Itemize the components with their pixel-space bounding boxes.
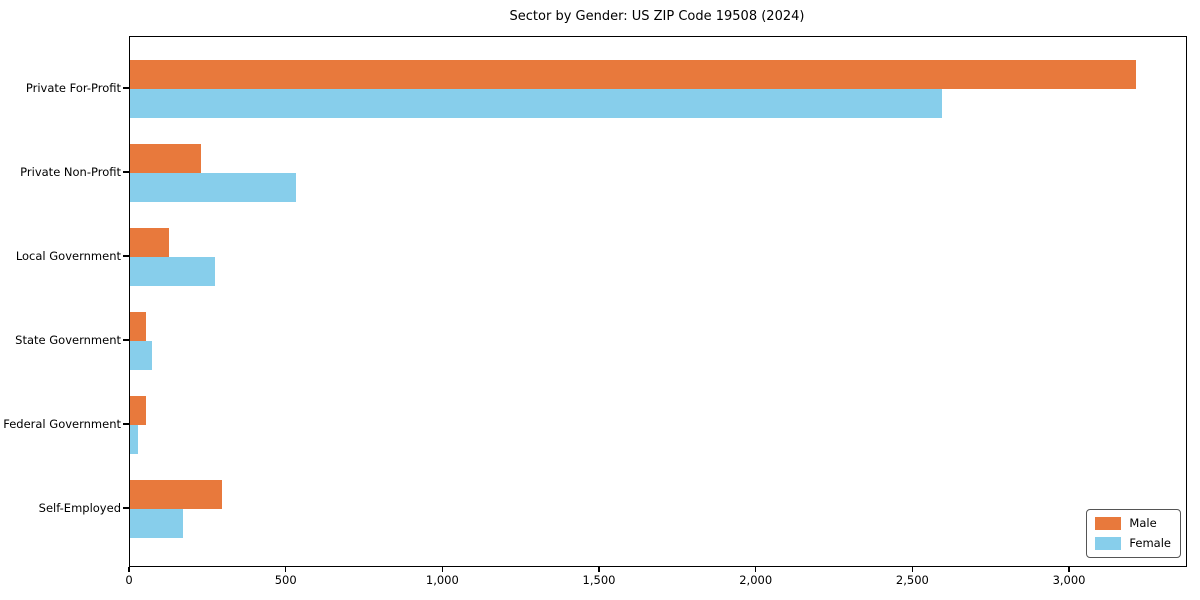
legend-label-male: Male — [1129, 516, 1157, 530]
legend: Male Female — [1086, 509, 1181, 558]
x-tick-mark — [441, 566, 443, 572]
y-tick-label-private-non-profit: Private Non-Profit — [20, 165, 121, 179]
bar-female-local-government — [130, 257, 215, 286]
x-tick-label-1500: 1,500 — [582, 573, 616, 587]
y-tick-mark — [123, 507, 129, 509]
y-tick-mark — [123, 255, 129, 257]
bar-female-self-employed — [130, 509, 184, 538]
x-tick-mark — [285, 566, 287, 572]
bar-male-state-government — [130, 312, 146, 341]
y-tick-label-private-for-profit: Private For-Profit — [25, 81, 121, 95]
bar-female-federal-government — [130, 425, 138, 454]
y-tick-label-federal-government: Federal Government — [3, 417, 121, 431]
x-tick-label-2500: 2,500 — [895, 573, 929, 587]
y-tick-label-state-government: State Government — [15, 333, 121, 347]
bar-male-self-employed — [130, 480, 223, 509]
x-tick-label-500: 500 — [274, 573, 297, 587]
x-tick-mark — [598, 566, 600, 572]
bar-female-state-government — [130, 341, 152, 370]
legend-row-female: Female — [1095, 537, 1171, 550]
x-tick-mark — [755, 566, 757, 572]
legend-swatch-male — [1095, 517, 1122, 530]
y-tick-label-local-government: Local Government — [15, 249, 121, 263]
legend-row-male: Male — [1095, 517, 1171, 530]
bar-male-private-non-profit — [130, 144, 201, 173]
x-tick-label-2000: 2,000 — [739, 573, 773, 587]
y-tick-mark — [123, 423, 129, 425]
x-tick-label-1000: 1,000 — [425, 573, 459, 587]
y-tick-mark — [123, 87, 129, 89]
bar-female-private-for-profit — [130, 89, 942, 118]
legend-swatch-female — [1095, 537, 1122, 550]
y-tick-label-self-employed: Self-Employed — [38, 501, 121, 515]
x-tick-label-3000: 3,000 — [1052, 573, 1086, 587]
bar-male-local-government — [130, 228, 170, 257]
plot-area: Male Female — [129, 36, 1187, 567]
y-tick-mark — [123, 339, 129, 341]
x-tick-mark — [128, 566, 130, 572]
x-tick-label-0: 0 — [125, 573, 133, 587]
chart-title: Sector by Gender: US ZIP Code 19508 (202… — [509, 9, 805, 24]
legend-label-female: Female — [1129, 536, 1171, 550]
bar-female-private-non-profit — [130, 173, 297, 202]
y-tick-mark — [123, 171, 129, 173]
x-tick-mark — [911, 566, 913, 572]
bar-male-private-for-profit — [130, 60, 1136, 89]
bar-male-federal-government — [130, 396, 146, 425]
x-tick-mark — [1068, 566, 1070, 572]
